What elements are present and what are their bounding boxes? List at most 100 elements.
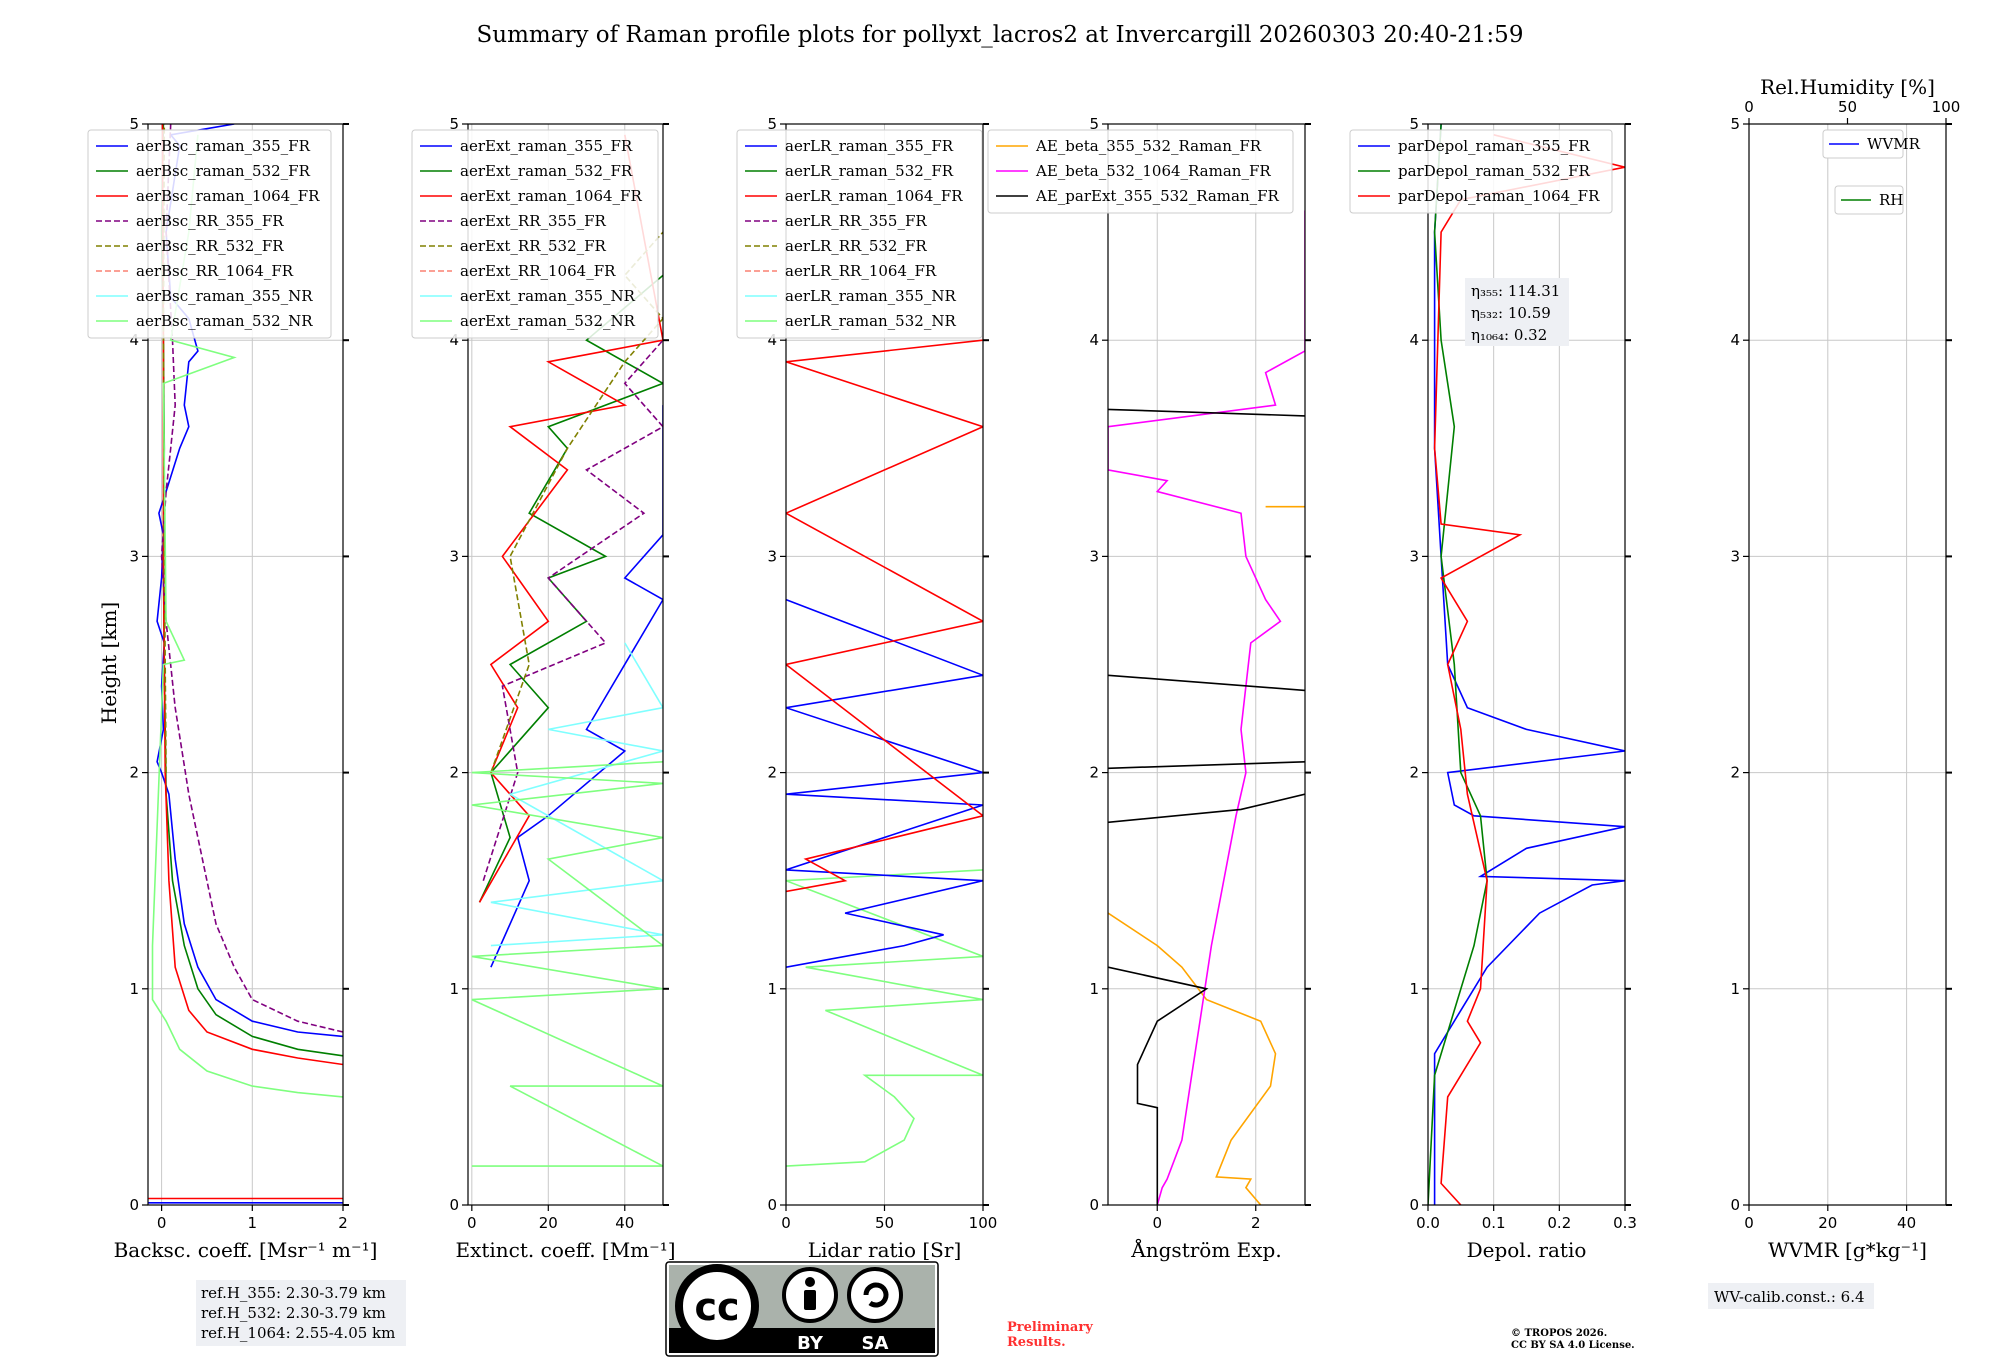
axes-frame-dep (1427, 123, 1626, 1206)
legend-entry: aerBsc_RR_355_FR (136, 212, 284, 230)
x-tick-label: 100 (969, 1214, 998, 1232)
series-line-AE_parExt_upper_2 (1108, 761, 1305, 770)
ref-height-1064: ref.H_1064: 2.55-4.05 km (201, 1324, 395, 1342)
series-dep (1428, 124, 1625, 1205)
legend-entry: parDepol_raman_1064_FR (1398, 187, 1600, 205)
y-tick-label: 3 (1730, 547, 1740, 565)
y-tick-label: 5 (449, 115, 459, 133)
series-line-AE_parExt_355_532_Raman_FR (1108, 966, 1209, 1205)
legend-entry: aerBsc_RR_1064_FR (136, 262, 294, 280)
y-tick-label: 2 (1730, 764, 1740, 782)
y-tick-label: 4 (1089, 331, 1099, 349)
top-tick-label: 100 (1932, 98, 1961, 116)
y-tick-label: 0 (449, 1196, 459, 1214)
x-axis-label-lr: Lidar ratio [Sr] (808, 1238, 962, 1262)
top-tick-label: 50 (1838, 98, 1857, 116)
y-tick-label: 4 (767, 331, 777, 349)
wv-calib-background (1708, 1283, 1874, 1309)
legend-entry: aerBsc_raman_532_FR (136, 162, 311, 180)
y-tick-label: 0 (767, 1196, 777, 1214)
series-line-aerLR_raman_1064_FR (786, 339, 983, 893)
x-tick-label: 2 (1251, 1214, 1261, 1232)
wv-calib-text: WV-calib.const.: 6.4 (1714, 1288, 1865, 1306)
legend-entry: aerExt_RR_355_FR (460, 212, 607, 230)
series-lr (786, 339, 983, 1167)
series-line-aerLR_raman_355_FR (786, 598, 983, 968)
series-line-parDepol_raman_355_FR (1433, 124, 1625, 1205)
y-tick-label: 3 (1409, 547, 1419, 565)
legend-entry: aerLR_RR_355_FR (785, 212, 927, 230)
series-line-parDepol_raman_532_FR (1428, 124, 1488, 1205)
legend-entry: WVMR (1867, 135, 1921, 153)
y-tick-label: 5 (767, 115, 777, 133)
axes-frame-ae (1107, 123, 1306, 1206)
grid-ae (1108, 123, 1305, 1206)
y-tick-label: 2 (767, 764, 777, 782)
legend-entry: aerBsc_raman_355_FR (136, 137, 311, 155)
axes-frame-bsc (147, 123, 344, 1206)
x-tick-label: 0 (1744, 1214, 1754, 1232)
wv-calib-box: WV-calib.const.: 6.4 (1708, 1283, 1874, 1309)
ref-height-532: ref.H_532: 2.30-3.79 km (201, 1304, 386, 1322)
by-icon-body (804, 1290, 816, 1310)
y-tick-label: 2 (129, 764, 139, 782)
y-tick-label: 1 (1089, 980, 1099, 998)
y-tick-label: 1 (767, 980, 777, 998)
legend-box (736, 129, 983, 339)
preliminary-line-1: Preliminary (1007, 1320, 1093, 1335)
sa-icon-arrow (863, 1282, 889, 1308)
legend-entry: aerExt_RR_1064_FR (460, 262, 616, 280)
series-line-aerExt_raman_532_FR (478, 274, 663, 903)
x-tick-label: 0.0 (1416, 1214, 1440, 1232)
y-tick-label: 4 (1409, 331, 1419, 349)
x-axis-label-dep: Depol. ratio (1467, 1238, 1587, 1262)
legend-box (87, 129, 332, 339)
legend-entry: aerLR_raman_532_NR (785, 312, 956, 330)
eta-annotation: η₃₅₅: 114.31 η₅₃₂: 10.59 η₁₀₆₄: 0.32 (1465, 278, 1569, 346)
cc-icon-text: cc (694, 1285, 739, 1329)
legend-entry: aerLR_raman_1064_FR (785, 187, 963, 205)
series-line-aerLR_raman_532_NR (786, 869, 983, 1167)
legend-entry: aerBsc_raman_355_NR (136, 287, 313, 305)
cc-license-badge: cc BY SA (665, 1261, 939, 1357)
y-tick-label: 1 (129, 980, 139, 998)
y-tick-label: 0 (1089, 1196, 1099, 1214)
legend-entry: parDepol_raman_532_FR (1398, 162, 1591, 180)
legend-entry: aerBsc_raman_1064_FR (136, 187, 320, 205)
legend-entry: aerBsc_raman_532_NR (136, 312, 313, 330)
x-axis-label-wv: WVMR [g*kg⁻¹] (1768, 1238, 1927, 1262)
y-tick-label: 2 (1089, 764, 1099, 782)
legend-entry: aerLR_raman_355_FR (785, 137, 954, 155)
legend-entry: AE_beta_355_532_Raman_FR (1035, 137, 1262, 155)
x-axis-label-bsc: Backsc. coeff. [Msr⁻¹ m⁻¹] (114, 1238, 378, 1262)
y-tick-label: 0 (1730, 1196, 1740, 1214)
panel-lr: 0 50 100 0 1 2 3 4 5 Lidar ratio [Sr] aerLR_raman_… (736, 115, 998, 1262)
x-tick-label: 0.1 (1482, 1214, 1506, 1232)
legend-entry: RH (1879, 191, 1903, 209)
y-tick-label: 2 (449, 764, 459, 782)
x-tick-label: 1 (248, 1214, 258, 1232)
legend-entry: aerBsc_RR_532_FR (136, 237, 284, 255)
y-tick-label: 5 (1089, 115, 1099, 133)
legend-entry: aerExt_raman_1064_FR (460, 187, 642, 205)
sa-icon (847, 1267, 903, 1323)
y-tick-label: 0 (1409, 1196, 1419, 1214)
x-tick-label: 20 (539, 1214, 558, 1232)
legend-entry: aerLR_raman_532_FR (785, 162, 954, 180)
y-tick-label: 1 (449, 980, 459, 998)
y-tick-label: 3 (129, 547, 139, 565)
series-line-aerBsc_RR_355_FR (160, 124, 343, 1033)
panel-ext: 0 20 40 0 1 2 3 4 5 Extinct. coeff. [Mm⁻¹] aerExt_… (411, 115, 676, 1262)
series-line-parDepol_raman_1064_FR (1433, 134, 1625, 1205)
legend-entry: AE_parExt_355_532_Raman_FR (1035, 187, 1280, 205)
y-tick-label: 1 (1409, 980, 1419, 998)
y-tick-label: 3 (767, 547, 777, 565)
figure-title: Summary of Raman profile plots for polly… (477, 22, 1524, 48)
series-ae (1108, 210, 1305, 1205)
legend-ae: AE_beta_355_532_Raman_FR AE_beta_532_1064… (987, 129, 1294, 214)
panel-ae: 0 2 0 1 2 3 4 5 Ångström Exp. AE_beta_355_532_Ram… (987, 115, 1311, 1262)
y-tick-label: 5 (1730, 115, 1740, 133)
legend-dep: parDepol_raman_355_FR parDepol_raman_532_… (1349, 129, 1613, 214)
x-tick-label: 0 (467, 1214, 477, 1232)
